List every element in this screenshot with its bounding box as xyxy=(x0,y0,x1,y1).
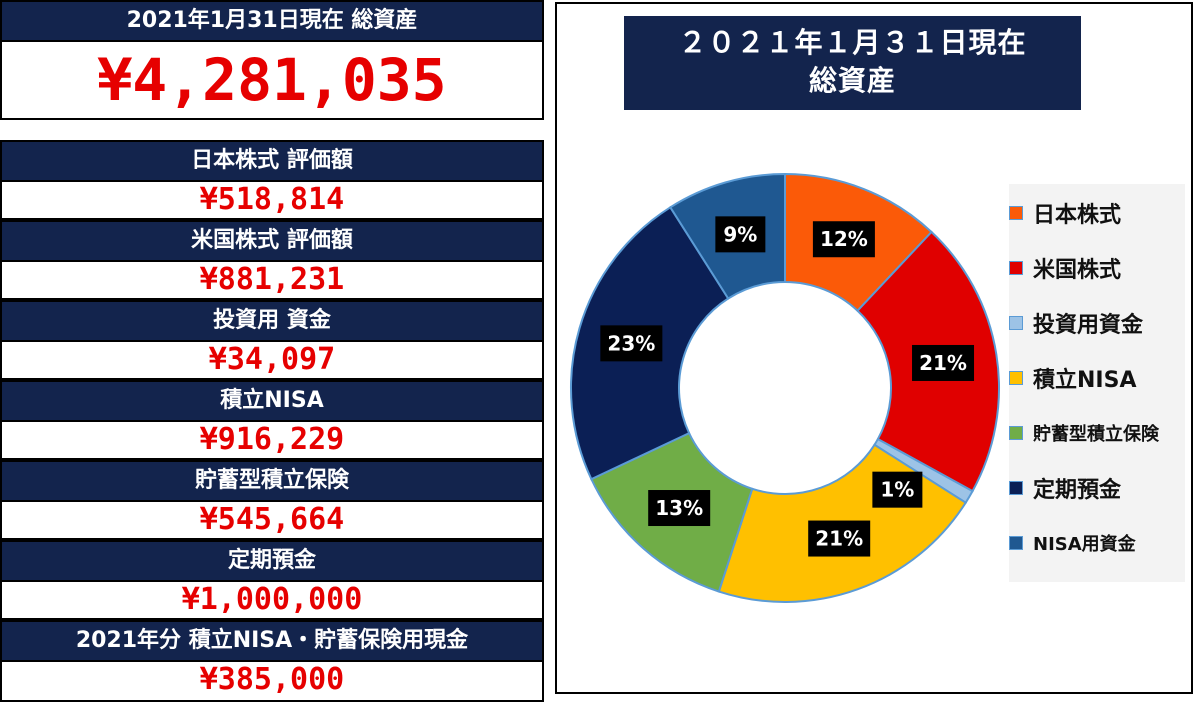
legend-item-nisa-funds: NISA用資金 xyxy=(1009,528,1136,558)
legend-swatch-nisa-funds xyxy=(1009,536,1023,550)
svg-text:9%: 9% xyxy=(723,222,757,246)
chart-legend: 日本株式米国株式投資用資金積立NISA 貯蓄型積立保険定期預金 NISA用資金 xyxy=(1009,184,1185,582)
row-value-savings-insurance: ¥545,664 xyxy=(0,500,544,540)
data-label-tsumitate-nisa: 21% xyxy=(808,520,871,557)
svg-text:23%: 23% xyxy=(607,331,655,355)
row-value-japan-stocks: ¥518,814 xyxy=(0,180,544,220)
legend-label-us-stocks: 米国株式 xyxy=(1033,258,1122,283)
legend-label-time-deposit: 定期預金 xyxy=(1033,478,1122,503)
legend-item-time-deposit: 定期預金 xyxy=(1009,473,1121,503)
chart-title: ２０２１年１月３１日現在 総資産 xyxy=(624,16,1081,110)
legend-swatch-tsumitate-nisa xyxy=(1009,371,1023,385)
row-label-nisa-cash: 2021年分 積立NISA・貯蓄保険用現金 xyxy=(0,620,544,662)
row-value-us-stocks: ¥881,231 xyxy=(0,260,544,300)
chart-title-line-2: 総資産 xyxy=(808,64,896,97)
legend-item-investment-funds: 投資用資金 xyxy=(1009,308,1143,338)
legend-label-nisa-funds: NISA用資金 xyxy=(1033,534,1136,555)
svg-text:21%: 21% xyxy=(815,527,863,551)
svg-text:21%: 21% xyxy=(919,351,967,375)
legend-label-tsumitate-nisa: 積立NISA xyxy=(1033,368,1137,393)
row-value-time-deposit: ¥1,000,000 xyxy=(0,580,544,620)
data-label-savings-insurance: 13% xyxy=(648,490,711,527)
row-value-nisa-cash: ¥385,000 xyxy=(0,660,544,702)
legend-swatch-savings-insurance xyxy=(1009,426,1023,440)
data-label-us-stocks: 21% xyxy=(912,344,975,381)
legend-swatch-investment-funds xyxy=(1009,316,1023,330)
donut-chart: 12% 21% 1% 21% 13% 23% 9% xyxy=(570,172,1000,603)
svg-text:12%: 12% xyxy=(820,227,868,251)
total-assets-value: ¥4,281,035 xyxy=(0,40,544,120)
legend-item-savings-insurance: 貯蓄型積立保険 xyxy=(1009,418,1159,448)
chart-title-line-1: ２０２１年１月３１日現在 xyxy=(678,26,1027,59)
data-label-investment-funds: 1% xyxy=(872,471,923,508)
legend-item-tsumitate-nisa: 積立NISA xyxy=(1009,363,1136,393)
row-label-japan-stocks: 日本株式 評価額 xyxy=(0,140,544,182)
legend-swatch-time-deposit xyxy=(1009,481,1023,495)
svg-text:13%: 13% xyxy=(655,496,703,520)
data-label-nisa-funds: 9% xyxy=(715,216,766,253)
data-label-time-deposit: 23% xyxy=(600,325,663,362)
legend-item-japan-stocks: 日本株式 xyxy=(1009,198,1121,228)
data-label-japan-stocks: 12% xyxy=(812,221,875,258)
legend-swatch-us-stocks xyxy=(1009,261,1023,275)
total-assets-header: 2021年1月31日現在 総資産 xyxy=(0,0,544,42)
row-label-investment-funds: 投資用 資金 xyxy=(0,300,544,342)
row-label-savings-insurance: 貯蓄型積立保険 xyxy=(0,460,544,502)
legend-item-us-stocks: 米国株式 xyxy=(1009,253,1121,283)
chart-panel: ２０２１年１月３１日現在 総資産 12% 21% 1% 21% 13% 23% 9% 日本株… xyxy=(555,2,1193,694)
legend-label-savings-insurance: 貯蓄型積立保険 xyxy=(1033,424,1159,445)
row-value-investment-funds: ¥34,097 xyxy=(0,340,544,380)
svg-text:1%: 1% xyxy=(880,478,914,502)
row-label-tsumitate-nisa: 積立NISA xyxy=(0,380,544,422)
row-value-tsumitate-nisa: ¥916,229 xyxy=(0,420,544,460)
row-label-us-stocks: 米国株式 評価額 xyxy=(0,220,544,262)
row-label-time-deposit: 定期預金 xyxy=(0,540,544,582)
legend-label-investment-funds: 投資用資金 xyxy=(1033,313,1144,338)
legend-swatch-japan-stocks xyxy=(1009,206,1023,220)
legend-label-japan-stocks: 日本株式 xyxy=(1033,203,1122,228)
